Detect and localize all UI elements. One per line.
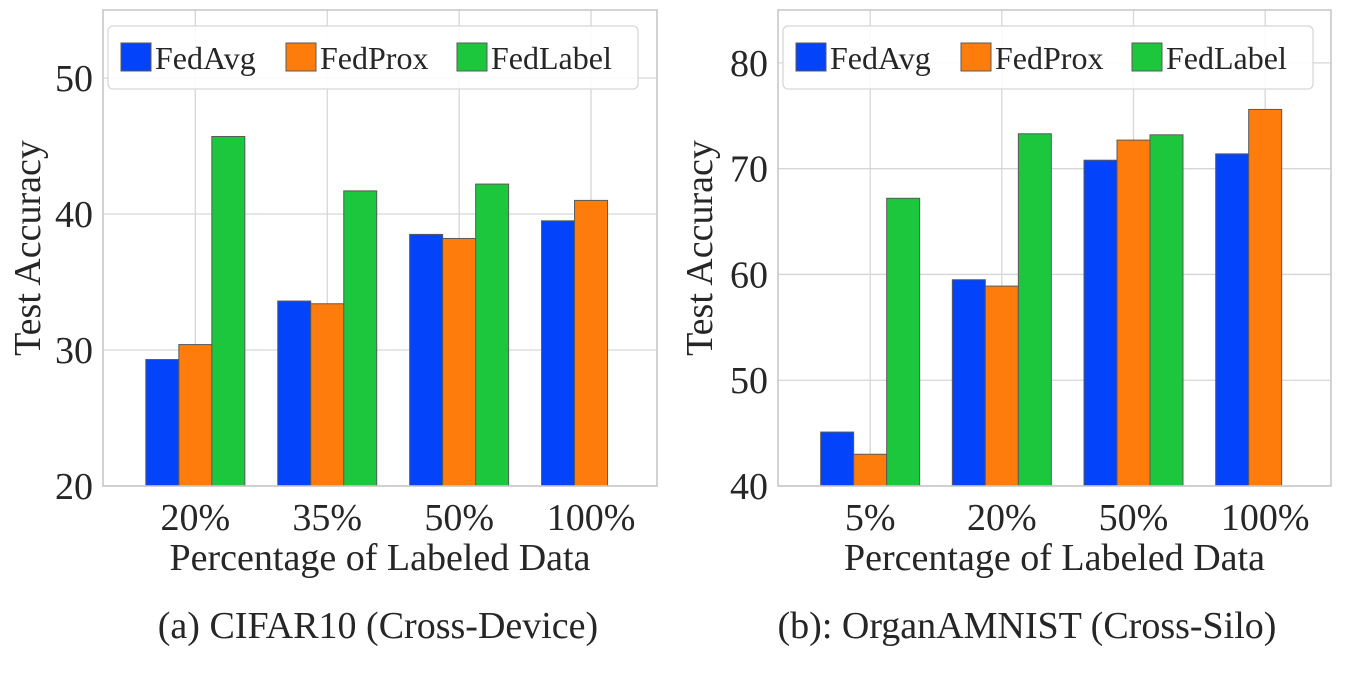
legend-label-fedprox: FedProx (320, 40, 428, 76)
bar-fedavg-100pct (1215, 153, 1250, 487)
y-tick-label: 70 (730, 149, 768, 191)
x-tick-label: 50% (424, 497, 494, 539)
x-tick-label: 100% (547, 497, 636, 539)
bar-fedprox-100pct (1248, 108, 1283, 487)
legend: FedAvg FedProx FedLabel (782, 25, 1314, 90)
legend-box (107, 25, 639, 90)
legend-label-fedavg: FedAvg (830, 40, 931, 76)
bar-fedavg-5pct (820, 431, 855, 487)
bar-fedprox-35pct (310, 303, 345, 487)
legend-label-fedlabel: FedLabel (1166, 40, 1287, 76)
bar-fedavg-50pct (1083, 159, 1118, 487)
bar-fedprox-50pct (442, 237, 477, 487)
legend-label-fedprox: FedProx (995, 40, 1103, 76)
plot-frame (102, 9, 658, 487)
bar-fedavg-20pct (951, 279, 986, 487)
bar-fedavg-20pct (145, 359, 180, 487)
x-tick-label: 35% (292, 497, 362, 539)
bar-fedlabel-20pct (211, 135, 246, 487)
bar-fedavg-50pct (409, 233, 444, 487)
bar-fedavg-35pct (277, 300, 312, 487)
bar-fedlabel-5pct (886, 197, 921, 487)
y-tick-label: 50 (55, 58, 93, 100)
y-tick-label: 20 (55, 466, 93, 508)
y-tick-label: 50 (730, 360, 768, 402)
y-tick-label: 80 (730, 43, 768, 85)
legend-label-fedavg: FedAvg (155, 40, 256, 76)
x-tick-label: 20% (967, 497, 1037, 539)
bar-fedlabel-50pct (475, 183, 510, 487)
bar-fedprox-20pct (984, 285, 1019, 487)
bar-fedprox-20pct (178, 344, 213, 487)
x-axis-label: Percentage of Labeled Data (844, 537, 1265, 579)
y-tick-label: 40 (730, 466, 768, 508)
chart-cifar10: 20 30 40 50 20% 35% 50% 100%Percentage of Label… (7, 9, 658, 647)
bar-fedlabel-35pct (343, 190, 378, 487)
legend-box (782, 25, 1314, 90)
legend-label-fedlabel: FedLabel (491, 40, 612, 76)
legend: FedAvg FedProx FedLabel (107, 25, 639, 90)
legend-swatch-fedlabel (1131, 42, 1163, 72)
bar-fedprox-50pct (1116, 139, 1151, 487)
y-tick-label: 60 (730, 254, 768, 296)
legend-swatch-fedprox (960, 42, 992, 72)
bar-fedprox-100pct (574, 199, 609, 487)
x-tick-label: 20% (161, 497, 231, 539)
plot-frame (777, 9, 1332, 487)
bar-fedavg-100pct (541, 220, 576, 487)
bar-fedprox-5pct (853, 453, 888, 487)
legend-swatch-fedavg (120, 42, 152, 72)
figure-caption: (b): OrganAMNIST (Cross-Silo) (778, 605, 1277, 647)
legend-swatch-fedavg (795, 42, 827, 72)
legend-swatch-fedlabel (456, 42, 488, 72)
y-tick-label: 30 (55, 330, 93, 372)
figure-caption: (a) CIFAR10 (Cross-Device) (158, 605, 598, 647)
y-axis-label: Test Accuracy (679, 140, 721, 356)
x-tick-label: 50% (1099, 497, 1169, 539)
chart-organamnist: 40 50 60 70 80 5% 20% 50% 100%Percentage of Labe… (679, 9, 1332, 647)
bar-fedlabel-20pct (1017, 133, 1052, 487)
y-axis-label: Test Accuracy (7, 140, 49, 356)
y-tick-label: 40 (55, 194, 93, 236)
legend-swatch-fedprox (285, 42, 317, 72)
bar-fedlabel-50pct (1149, 134, 1184, 487)
x-tick-label: 5% (845, 497, 896, 539)
x-axis-label: Percentage of Labeled Data (170, 537, 591, 579)
x-tick-label: 100% (1221, 497, 1310, 539)
